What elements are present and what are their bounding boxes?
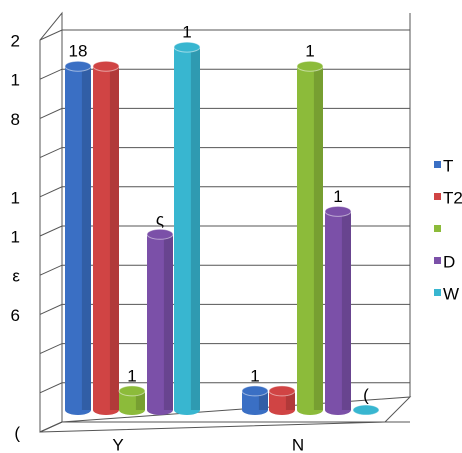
bar xyxy=(268,385,296,415)
bar-top xyxy=(352,404,380,416)
bar-shade xyxy=(109,66,119,410)
bar-body xyxy=(269,390,295,415)
legend-label: T xyxy=(443,156,453,175)
grid-line xyxy=(39,303,410,315)
bar-body xyxy=(147,234,173,415)
bar-shade xyxy=(81,66,91,410)
x-tick-label: Y xyxy=(112,435,123,453)
y-tick-label: 8 xyxy=(11,110,20,129)
grid-line xyxy=(39,382,410,394)
bar-shade xyxy=(285,390,295,410)
data-label: ( xyxy=(363,385,369,404)
bar-top xyxy=(324,205,352,217)
bar-top xyxy=(92,60,120,72)
bar-top xyxy=(118,385,146,397)
left-wall xyxy=(39,11,63,433)
y-tick-label: 1 xyxy=(11,188,20,207)
legend-label: W xyxy=(443,284,459,303)
grid-line xyxy=(39,421,410,433)
data-label: 1 xyxy=(250,366,259,385)
bar-body xyxy=(93,66,119,415)
bar-top xyxy=(268,385,296,397)
bar-shade xyxy=(258,390,268,410)
bar-top xyxy=(296,60,324,72)
grid-line xyxy=(39,264,410,276)
legend-swatch xyxy=(434,289,441,296)
legend-swatch xyxy=(434,161,441,168)
data-label: ς xyxy=(156,210,164,229)
bar-body xyxy=(119,390,145,415)
bar xyxy=(92,60,120,415)
y-tick-label: ε xyxy=(12,267,20,286)
bar xyxy=(296,60,324,415)
y-tick-label: 2 xyxy=(11,31,20,50)
legend-swatch xyxy=(434,257,441,264)
bar xyxy=(324,205,352,415)
legend-label: T2 xyxy=(443,188,462,207)
bar xyxy=(352,404,380,416)
grid-line xyxy=(39,186,410,198)
data-label: 1 xyxy=(182,23,191,42)
bar-shade xyxy=(341,211,351,410)
legend-label: D xyxy=(443,252,455,271)
bar xyxy=(64,60,92,415)
bar xyxy=(173,41,201,415)
y-tick-label: 1 xyxy=(11,71,20,90)
bar-shade xyxy=(190,47,200,410)
data-label: 1 xyxy=(333,187,342,206)
data-label: 1 xyxy=(305,42,314,61)
bar-top xyxy=(146,228,174,240)
grid-line xyxy=(39,68,410,80)
grid-line xyxy=(39,343,410,355)
grid-line xyxy=(39,225,410,237)
bar-shade xyxy=(163,234,173,410)
x-tick-label: N xyxy=(292,435,304,453)
bar xyxy=(241,385,269,415)
bar-body xyxy=(174,47,200,415)
grid-line xyxy=(39,107,410,119)
bar-top xyxy=(64,60,92,72)
y-tick-label: 1 xyxy=(11,227,20,246)
bar-top xyxy=(173,41,201,53)
bar-top xyxy=(241,385,269,397)
bar-body xyxy=(297,66,323,415)
bar-body xyxy=(65,66,91,415)
bar-shade xyxy=(135,390,145,410)
grid-line xyxy=(39,147,410,159)
bar-shade xyxy=(313,66,323,410)
data-label: 18 xyxy=(69,42,88,61)
bar xyxy=(118,385,146,415)
legend-swatch xyxy=(434,225,441,232)
legend-swatch xyxy=(434,193,441,200)
bar xyxy=(146,228,174,415)
grid-line xyxy=(39,29,410,41)
y-tick-label: 6 xyxy=(11,306,20,325)
data-label: 1 xyxy=(127,366,136,385)
bar-body xyxy=(242,390,268,415)
bar-body xyxy=(325,211,351,415)
y-tick-label: ( xyxy=(14,423,20,442)
